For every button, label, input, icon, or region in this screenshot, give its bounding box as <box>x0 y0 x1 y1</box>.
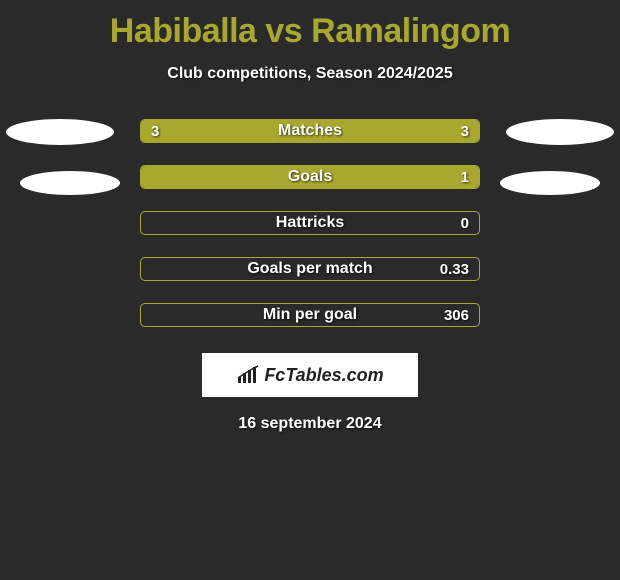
brand-chart-icon <box>236 365 260 385</box>
date-text: 16 september 2024 <box>238 415 381 433</box>
stat-left-value: 3 <box>151 123 159 140</box>
stat-label: Hattricks <box>276 214 344 232</box>
stat-label: Min per goal <box>263 306 357 324</box>
player-oval-right-bottom <box>500 171 600 195</box>
player-oval-left-bottom <box>20 171 120 195</box>
stat-row: Goals 1 <box>140 165 480 189</box>
stat-right-value: 0 <box>461 215 469 232</box>
root-container: Habiballa vs Ramalingom Club competition… <box>0 0 620 580</box>
stat-right-value: 0.33 <box>440 261 469 278</box>
player-oval-right-top <box>506 119 614 145</box>
stat-row: Min per goal 306 <box>140 303 480 327</box>
player-oval-left-top <box>6 119 114 145</box>
stat-row: Goals per match 0.33 <box>140 257 480 281</box>
stats-rows: 3 Matches 3 Goals 1 Hattricks 0 Goals per match… <box>140 119 480 349</box>
stat-right-value: 1 <box>461 169 469 186</box>
stat-label: Goals <box>288 168 332 186</box>
page-subtitle: Club competitions, Season 2024/2025 <box>167 65 452 83</box>
stat-right-value: 306 <box>444 307 469 324</box>
stat-label: Matches <box>278 122 342 140</box>
stat-row: Hattricks 0 <box>140 211 480 235</box>
brand-box: FcTables.com <box>202 353 418 397</box>
brand-text: FcTables.com <box>264 365 383 386</box>
stat-right-value: 3 <box>461 123 469 140</box>
stats-area: 3 Matches 3 Goals 1 Hattricks 0 Goals per match… <box>0 119 620 349</box>
stat-row: 3 Matches 3 <box>140 119 480 143</box>
page-title: Habiballa vs Ramalingom <box>110 12 510 51</box>
stat-label: Goals per match <box>247 260 372 278</box>
